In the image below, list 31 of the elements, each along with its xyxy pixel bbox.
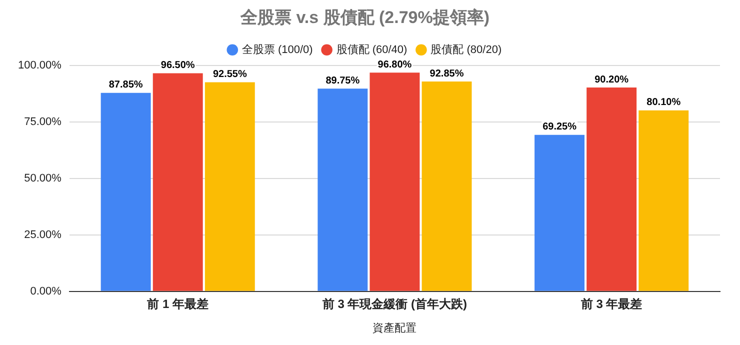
x-tick-label: 前 1 年最差 [146,296,209,311]
chart-title: 全股票 v.s 股債配 (2.79%提領率) [239,8,490,27]
bar [370,72,420,291]
data-label: 92.55% [212,68,247,80]
data-label: 96.80% [378,59,412,70]
legend-label: 股債配 (60/40) [336,44,408,56]
y-tick-label: 100.00% [18,59,62,72]
x-tick-label: 前 3 年最差 [580,296,642,311]
y-tick-label: 25.00% [24,228,62,241]
y-tick-label: 50.00% [24,172,62,184]
y-tick-label: 0.00% [30,285,62,298]
data-label: 87.85% [108,80,143,91]
bar [318,88,368,291]
x-tick-label: 前 3 年現金緩衝 (首年大跌) [321,296,468,311]
bar [638,110,689,291]
data-label: 69.25% [542,122,577,133]
bar [534,134,585,291]
bar [422,82,472,291]
data-label: 96.50% [160,60,195,72]
x-axis-title: 資產配置 [372,321,417,334]
bar [152,73,203,291]
data-label: 92.85% [430,68,464,80]
data-label: 80.10% [646,97,681,108]
bar [586,88,637,291]
data-label: 90.20% [594,74,629,86]
data-label: 89.75% [326,75,360,86]
legend-label: 股債配 (80/20) [430,44,502,56]
legend-label: 全股票 (100/0) [242,44,313,56]
bar [100,92,151,291]
bar [204,82,255,291]
y-tick-label: 75.00% [24,116,62,128]
